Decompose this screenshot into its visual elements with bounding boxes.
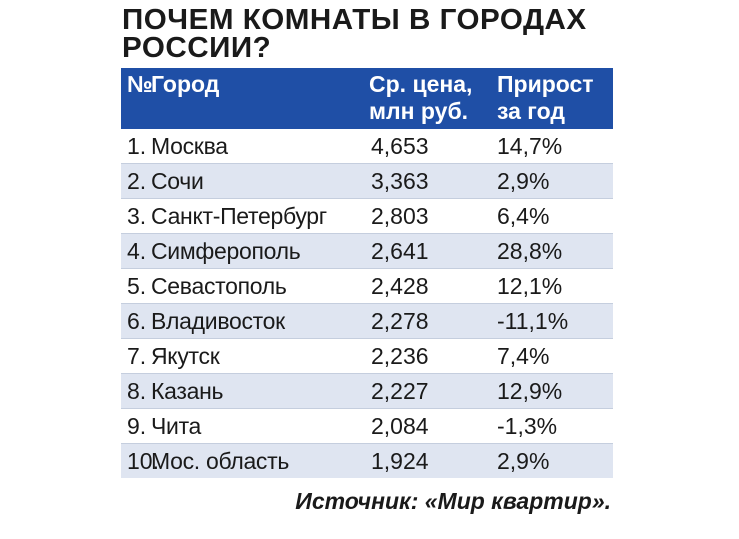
price-cell: 2,803: [369, 198, 497, 234]
table-header: № Город Ср. цена, млн руб. Прирост за го…: [121, 68, 613, 129]
city-cell: Казань: [151, 373, 369, 409]
city-cell: Владивосток: [151, 303, 369, 339]
city-cell: Якутск: [151, 338, 369, 374]
source-note: Источник: «Мир квартир».: [295, 488, 611, 514]
city-cell: Сочи: [151, 163, 369, 199]
growth-cell: 2,9%: [497, 163, 613, 199]
header-growth-line2: за год: [497, 98, 565, 124]
row-number: 4.: [121, 233, 151, 269]
city-cell: Санкт-Петербург: [151, 198, 369, 234]
row-number: 10.: [127, 448, 159, 474]
growth-cell: 14,7%: [497, 129, 613, 164]
table-row: 5. Севастополь 2,428 12,1%: [121, 268, 613, 304]
price-cell: 2,641: [369, 233, 497, 269]
price-cell: 2,084: [369, 408, 497, 444]
table-row: 2. Сочи 3,363 2,9%: [121, 163, 613, 199]
row-number: 7.: [121, 338, 151, 374]
header-num: №: [127, 71, 153, 97]
growth-cell: 12,1%: [497, 268, 613, 304]
city-cell: Москва: [151, 129, 369, 164]
growth-cell: 12,9%: [497, 373, 613, 409]
growth-cell: 28,8%: [497, 233, 613, 269]
row-number: 2.: [121, 163, 151, 199]
header-price-line2: млн руб.: [369, 98, 469, 124]
price-cell: 3,363: [369, 163, 497, 199]
row-number: 3.: [121, 198, 151, 234]
growth-cell: 7,4%: [497, 338, 613, 374]
price-table: № Город Ср. цена, млн руб. Прирост за го…: [121, 68, 613, 478]
table-row: 6. Владивосток 2,278 -11,1%: [121, 303, 613, 339]
page-title: ПОЧЕМ КОМНАТЫ В ГОРОДАХ РОССИИ?: [122, 4, 587, 64]
row-number: 8.: [121, 373, 151, 409]
header-price-line1: Ср. цена,: [369, 71, 473, 97]
row-number: 5.: [121, 268, 151, 304]
growth-cell: 2,9%: [497, 448, 550, 474]
city-cell: Мос. область: [151, 448, 290, 474]
table-body: 1. Москва 4,653 14,7% 2. Сочи 3,363 2,9% 3. Санк…: [121, 129, 613, 478]
city-cell: Симферополь: [151, 233, 369, 269]
price-cell: 1,924: [371, 448, 429, 474]
price-cell: 4,653: [369, 129, 497, 164]
row-number: 6.: [121, 303, 151, 339]
header-growth: Прирост за год: [497, 68, 613, 129]
price-table-container: № Город Ср. цена, млн руб. Прирост за го…: [121, 68, 613, 478]
header-row: № Город Ср. цена, млн руб. Прирост за го…: [121, 68, 613, 129]
table-row: 1. Москва 4,653 14,7%: [121, 129, 613, 164]
header-price: Ср. цена, млн руб.: [369, 68, 497, 129]
table-row: 10. Мос. область 1,924 2,9%: [121, 443, 613, 478]
city-cell: Чита: [151, 408, 369, 444]
table-row: 4. Симферополь 2,641 28,8%: [121, 233, 613, 269]
price-cell: 2,278: [369, 303, 497, 339]
price-cell: 2,428: [369, 268, 497, 304]
price-cell: 2,236: [369, 338, 497, 374]
growth-cell: -11,1%: [497, 303, 613, 339]
city-cell: Севастополь: [151, 268, 369, 304]
growth-cell: 6,4%: [497, 198, 613, 234]
growth-cell: -1,3%: [497, 408, 613, 444]
table-row: 7. Якутск 2,236 7,4%: [121, 338, 613, 374]
header-growth-line1: Прирост: [497, 71, 594, 97]
table-row: 9. Чита 2,084 -1,3%: [121, 408, 613, 444]
price-cell: 2,227: [369, 373, 497, 409]
row-number: 1.: [121, 129, 151, 164]
table-row: 3. Санкт-Петербург 2,803 6,4%: [121, 198, 613, 234]
header-city: Город: [151, 71, 220, 97]
table-row: 8. Казань 2,227 12,9%: [121, 373, 613, 409]
row-number: 9.: [121, 408, 151, 444]
